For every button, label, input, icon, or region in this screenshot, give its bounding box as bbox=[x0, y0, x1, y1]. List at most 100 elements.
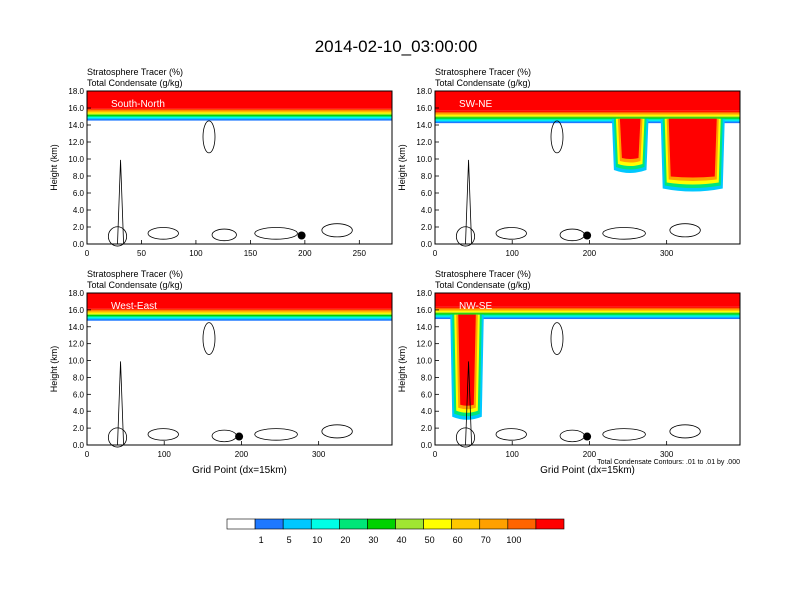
x-axis-label: Grid Point (dx=15km) bbox=[540, 465, 635, 476]
y-tick-label: 0.0 bbox=[73, 240, 85, 249]
tracer-core bbox=[87, 91, 392, 109]
colorbar-label: 10 bbox=[312, 535, 322, 545]
tracer-band bbox=[87, 118, 392, 120]
tracer-band bbox=[435, 306, 740, 309]
tracer-band bbox=[435, 116, 740, 118]
x-tick-label: 200 bbox=[235, 450, 249, 459]
condensate-contour bbox=[602, 428, 646, 441]
colorbar-label: 100 bbox=[506, 535, 521, 545]
tracer-band bbox=[435, 307, 740, 310]
condensate-contour bbox=[107, 427, 128, 448]
x-tick-label: 100 bbox=[506, 249, 520, 258]
x-axis-label: Grid Point (dx=15km) bbox=[192, 465, 287, 476]
condensate-contour bbox=[321, 424, 353, 439]
tracer-core bbox=[87, 293, 392, 309]
tracer-band bbox=[435, 121, 740, 124]
y-axis-label: Height (km) bbox=[397, 144, 407, 191]
colorbar-label: 1 bbox=[259, 535, 264, 545]
condensate-contour bbox=[550, 120, 564, 154]
condensate-contour bbox=[254, 428, 298, 441]
condensate-contour bbox=[211, 228, 237, 242]
condensate-contour bbox=[669, 223, 701, 238]
tracer-band bbox=[87, 115, 392, 118]
colorbar-swatch bbox=[282, 518, 312, 530]
y-tick-label: 6.0 bbox=[73, 189, 85, 198]
condensate-contour bbox=[495, 227, 527, 240]
tracer-band bbox=[87, 117, 392, 119]
tracer-band bbox=[87, 108, 392, 110]
y-tick-label: 16.0 bbox=[68, 104, 84, 113]
tracer-band bbox=[435, 315, 740, 317]
tracer-band bbox=[435, 311, 740, 313]
tracer-band bbox=[87, 311, 392, 314]
tracer-band bbox=[87, 110, 392, 112]
x-tick-label: 100 bbox=[158, 450, 172, 459]
tracer-band bbox=[87, 318, 392, 320]
x-tick-label: 200 bbox=[583, 450, 597, 459]
tracer-band bbox=[435, 114, 740, 116]
y-axis-label: Height (km) bbox=[49, 144, 59, 191]
condensate-contour bbox=[495, 428, 527, 441]
colorbar-legend: 1 5 10 20 30 40 50 60 70 100 bbox=[226, 518, 565, 545]
y-tick-label: 6.0 bbox=[73, 390, 85, 399]
x-tick-label: 0 bbox=[85, 249, 90, 258]
tracer-band bbox=[87, 317, 392, 319]
tracer-band bbox=[435, 312, 740, 314]
location-marker bbox=[297, 231, 306, 240]
panel-west-east: 0.0 2.0 4.0 6.0 8.0 10.0 12.0 14.0 16.0 18.0 0 100 2… bbox=[49, 269, 393, 476]
tracer-band bbox=[87, 319, 392, 321]
tracer-band bbox=[435, 314, 740, 316]
plot-frame bbox=[86, 292, 393, 446]
x-tick-label: 100 bbox=[506, 450, 520, 459]
tracer-band bbox=[87, 310, 392, 312]
condensate-contour bbox=[321, 223, 353, 238]
x-tick-label: 0 bbox=[433, 450, 438, 459]
y-tick-label: 12.0 bbox=[68, 340, 84, 349]
condensate-contour bbox=[550, 322, 564, 356]
tracer-band bbox=[435, 119, 740, 121]
y-tick-label: 10.0 bbox=[68, 357, 84, 366]
panel-title-tracer: Stratosphere Tracer (%) bbox=[87, 269, 183, 279]
tracer-band bbox=[87, 113, 392, 116]
y-tick-label: 4.0 bbox=[73, 206, 85, 215]
condensate-contour bbox=[602, 227, 646, 240]
y-tick-label: 10.0 bbox=[416, 357, 432, 366]
y-tick-label: 18.0 bbox=[416, 289, 432, 298]
x-tick-label: 200 bbox=[583, 249, 597, 258]
y-tick-label: 6.0 bbox=[421, 390, 433, 399]
panel-label: West-East bbox=[111, 301, 157, 312]
panel-title-condensate: Total Condensate (g/kg) bbox=[87, 78, 183, 88]
x-tick-label: 200 bbox=[298, 249, 312, 258]
x-tick-label: 300 bbox=[312, 450, 326, 459]
y-tick-label: 16.0 bbox=[416, 306, 432, 315]
y-tick-label: 14.0 bbox=[416, 121, 432, 130]
y-tick-label: 14.0 bbox=[68, 323, 84, 332]
panel-south-north: 0.0 2.0 4.0 6.0 8.0 10.0 12.0 14.0 16.0 18.0 0 50 10… bbox=[49, 67, 393, 258]
tracer-plume bbox=[668, 118, 717, 178]
panel-title-tracer: Stratosphere Tracer (%) bbox=[87, 67, 183, 77]
tracer-band bbox=[435, 110, 740, 113]
plot-frame bbox=[434, 292, 741, 446]
condensate-contour bbox=[455, 226, 476, 247]
x-tick-label: 250 bbox=[353, 249, 367, 258]
tracer-band bbox=[87, 111, 392, 113]
y-tick-label: 18.0 bbox=[68, 87, 84, 96]
y-tick-label: 0.0 bbox=[73, 441, 85, 450]
condensate-contour bbox=[465, 159, 472, 245]
colorbar-swatch bbox=[535, 518, 565, 530]
y-axis-label: Height (km) bbox=[49, 346, 59, 393]
tracer-band bbox=[435, 317, 740, 320]
location-marker bbox=[235, 432, 244, 441]
tracer-band bbox=[435, 117, 740, 119]
y-tick-label: 0.0 bbox=[421, 441, 433, 450]
tracer-band bbox=[87, 313, 392, 316]
y-tick-label: 10.0 bbox=[416, 155, 432, 164]
y-tick-label: 8.0 bbox=[73, 172, 85, 181]
tracer-band bbox=[87, 308, 392, 310]
colorbar-swatch bbox=[423, 518, 452, 530]
colorbar-label: 50 bbox=[425, 535, 435, 545]
tracer-band bbox=[87, 309, 392, 311]
colorbar-swatch bbox=[367, 518, 396, 530]
panel-title-tracer: Stratosphere Tracer (%) bbox=[435, 67, 531, 77]
